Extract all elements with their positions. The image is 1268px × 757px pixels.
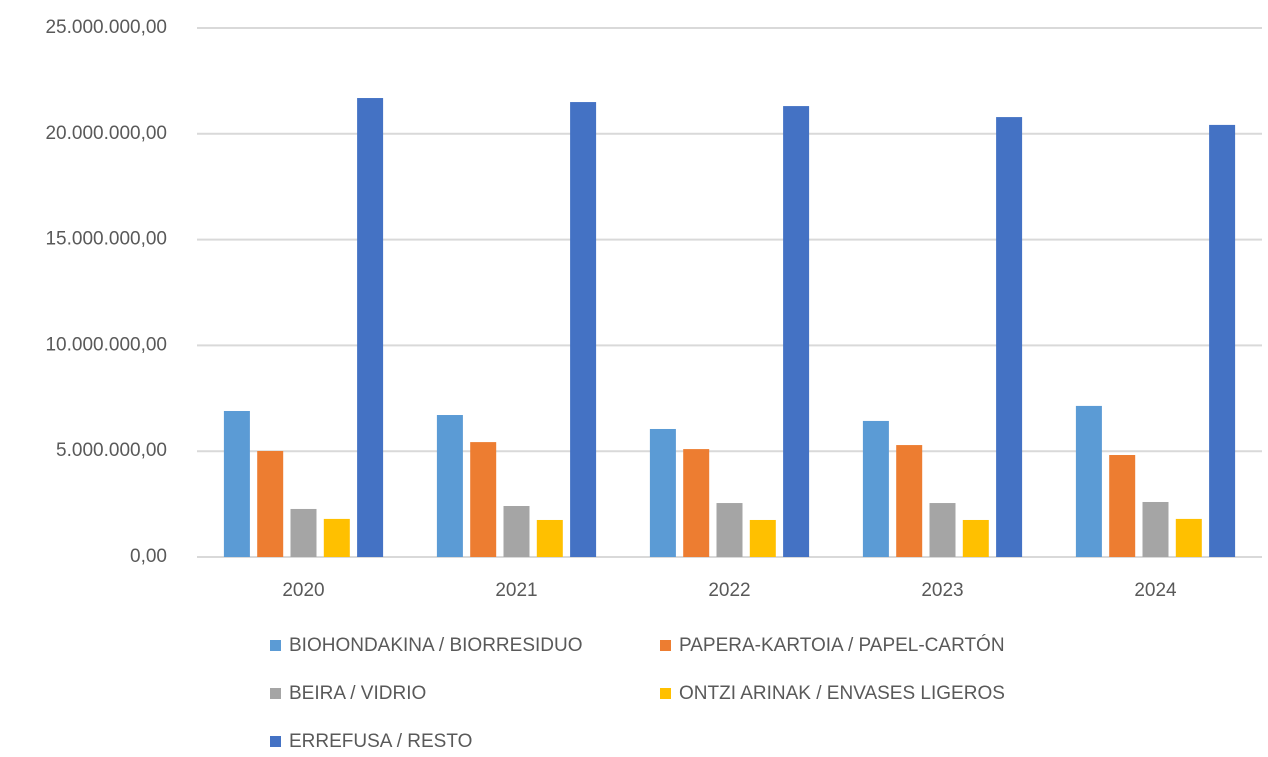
legend-label: ONTZI ARINAK / ENVASES LIGEROS [679,683,1005,704]
bar [962,519,989,557]
legend-swatch [270,640,281,651]
bar [503,506,530,557]
bar [996,117,1023,557]
bar [436,415,463,557]
legend-swatch [660,640,671,651]
bar [223,410,250,557]
bar [1209,124,1236,557]
x-tick-label: 2021 [495,580,537,601]
bar [1075,405,1102,557]
x-tick-label: 2024 [1134,580,1177,601]
bar [683,449,710,557]
legend-swatch [660,688,671,699]
bar [570,102,597,557]
bar [929,503,956,557]
bar [536,519,563,557]
legend-label: ERREFUSA / RESTO [289,731,472,752]
y-tick-label: 15.000.000,00 [45,229,167,250]
bar [783,106,810,558]
y-tick-label: 0,00 [130,546,167,567]
bar [716,503,743,557]
bar [749,519,776,557]
legend-swatch [270,736,281,747]
y-tick-label: 5.000.000,00 [56,440,167,461]
x-tick-label: 2020 [282,580,324,601]
bar [290,508,317,557]
bar [1142,501,1169,557]
legend-swatch [270,688,281,699]
bar [896,445,923,557]
y-tick-label: 20.000.000,00 [45,123,167,144]
bar [257,450,284,557]
x-tick-label: 2023 [921,580,963,601]
bar [357,98,384,557]
x-tick-label: 2022 [708,580,750,601]
legend-label: PAPERA-KARTOIA / PAPEL-CARTÓN [679,634,1005,656]
bar [470,442,497,557]
bar [1109,455,1136,557]
bar [1175,518,1202,557]
y-tick-label: 25.000.000,00 [45,17,167,38]
legend-label: BIOHONDAKINA / BIORRESIDUO [289,635,583,656]
bar [323,518,350,557]
bar [649,428,676,557]
legend-label: BEIRA / VIDRIO [289,683,426,704]
bar [862,420,889,557]
y-tick-label: 10.000.000,00 [45,334,167,355]
